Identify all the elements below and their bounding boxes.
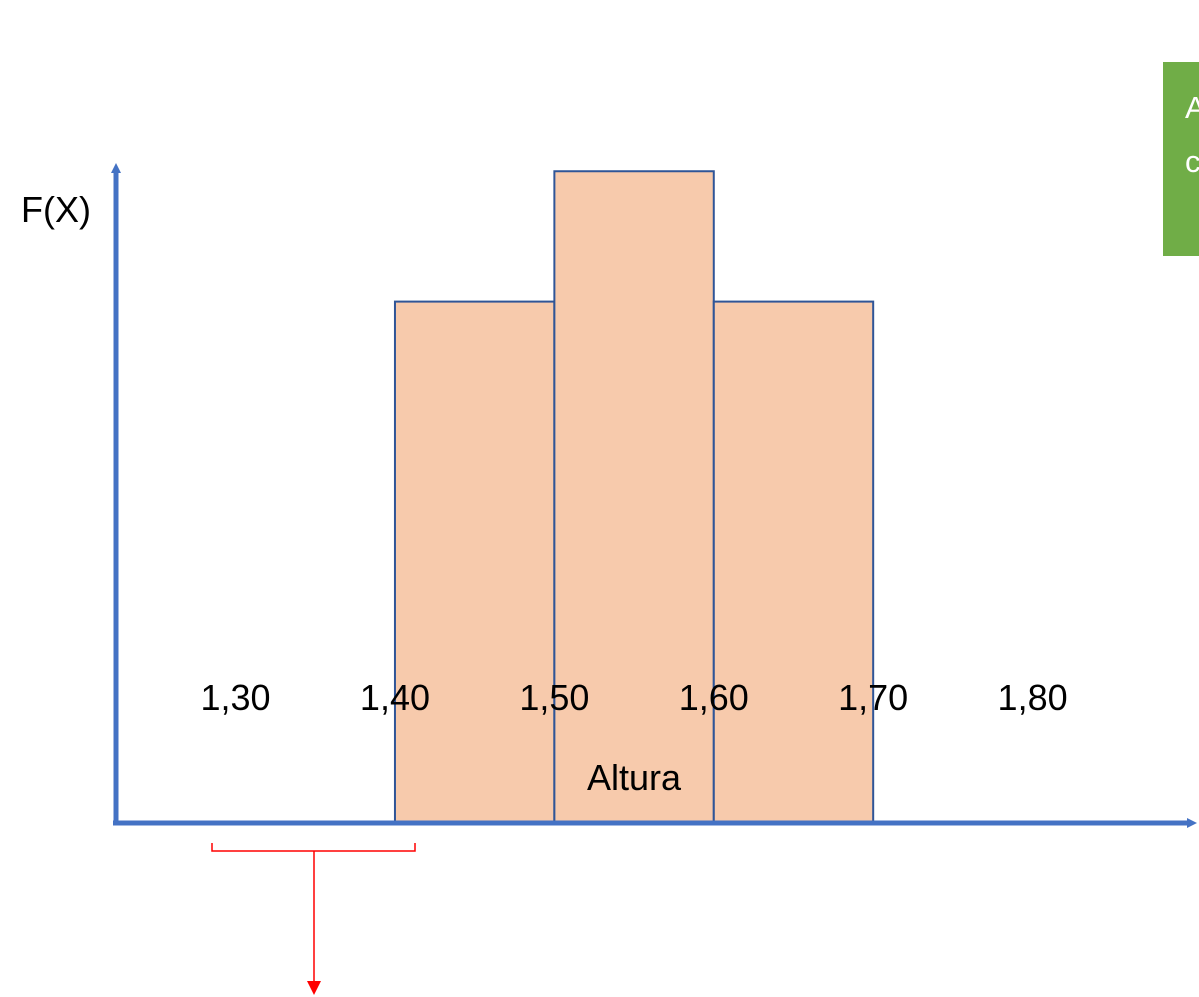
x-axis-label: Altura xyxy=(587,757,682,798)
bars-group xyxy=(393,170,875,825)
note-line-1: A xyxy=(1185,90,1199,125)
histogram-bar-1 xyxy=(393,300,556,824)
note-line-2: c xyxy=(1185,144,1199,179)
y-axis-label: F(X) xyxy=(21,189,91,230)
x-tick-label: 1,30 xyxy=(201,677,271,718)
bracket-line xyxy=(211,843,416,852)
green-note-box: A c xyxy=(1163,62,1199,256)
x-tick-labels: 1,30 1,40 1,50 1,60 1,70 1,80 xyxy=(201,677,1068,718)
histogram-bar-2 xyxy=(553,170,715,825)
histogram-bar-3 xyxy=(712,300,875,824)
x-tick-label: 1,80 xyxy=(998,677,1068,718)
x-tick-label: 1,60 xyxy=(679,677,749,718)
x-tick-label: 1,40 xyxy=(360,677,430,718)
interval-bracket xyxy=(211,843,416,995)
x-tick-label: 1,70 xyxy=(838,677,908,718)
x-tick-label: 1,50 xyxy=(519,677,589,718)
